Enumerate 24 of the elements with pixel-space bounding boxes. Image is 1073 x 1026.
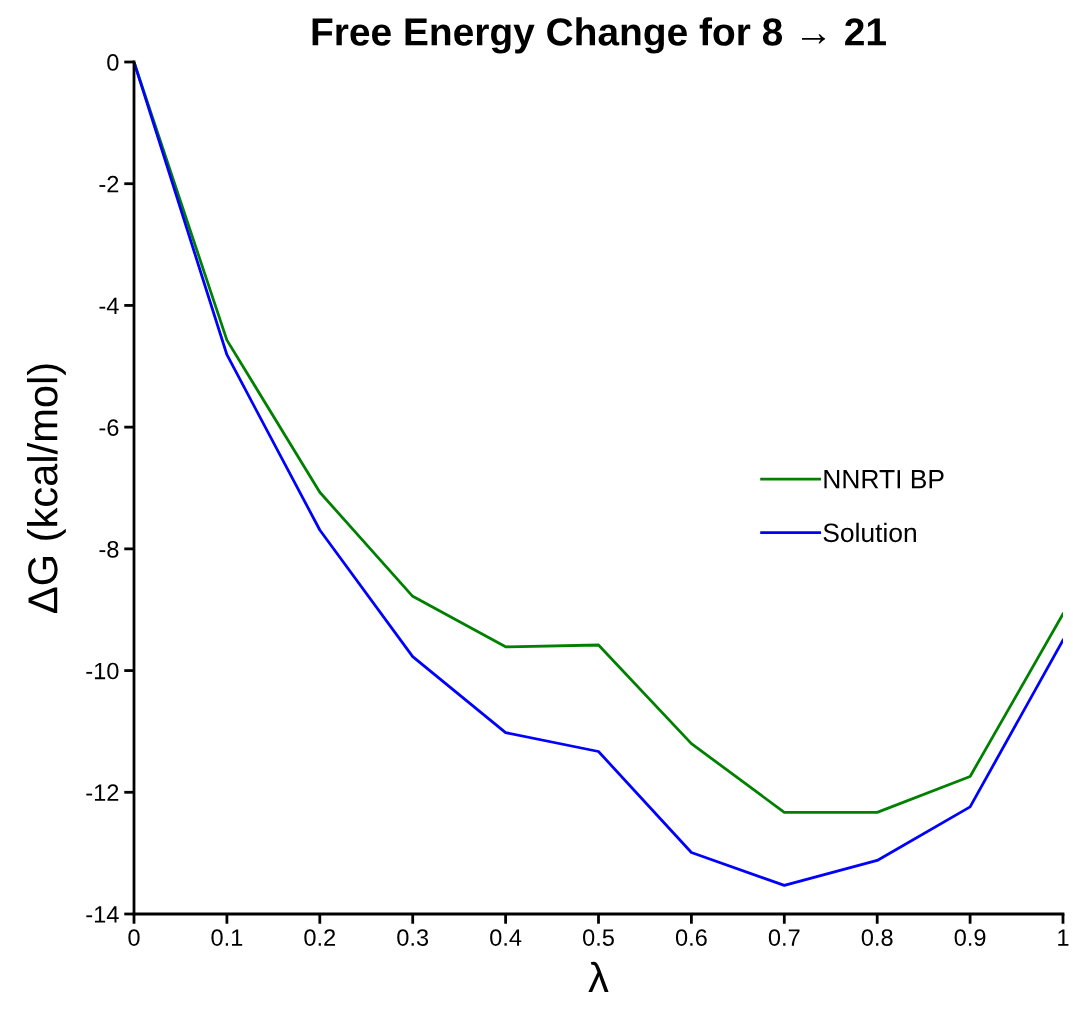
chart-title: Free Energy Change for 8 → 21 bbox=[312, 17, 886, 54]
y-tick-label: -8 bbox=[99, 540, 119, 558]
x-tick-label: 0 bbox=[128, 929, 140, 946]
x-axis-title: λ bbox=[588, 961, 609, 992]
y-tick-label: -4 bbox=[99, 297, 119, 314]
y-axis-title: ΔG (kcal/mol) bbox=[27, 364, 66, 613]
y-tick-label: -14 bbox=[86, 906, 119, 923]
x-tick-label: 0.5 bbox=[583, 929, 614, 946]
y-tick-label: -6 bbox=[99, 419, 119, 436]
x-tick-label: 0.4 bbox=[490, 929, 522, 946]
y-tick-label: -2 bbox=[99, 175, 119, 193]
x-tick-label: 1 bbox=[1058, 929, 1069, 946]
x-tick-label: 0.6 bbox=[675, 929, 707, 946]
y-tick-label: -10 bbox=[86, 662, 119, 680]
x-tick-label: 0.3 bbox=[397, 929, 429, 946]
legend-label: NNRTI BP bbox=[824, 470, 944, 489]
x-tick-label: 0.1 bbox=[211, 929, 243, 946]
legend-label: Solution bbox=[823, 522, 916, 543]
y-tick-label: 0 bbox=[107, 54, 119, 71]
x-tick-label: 0.7 bbox=[768, 929, 800, 946]
y-tick-label: -12 bbox=[86, 784, 119, 801]
x-tick-label: 0.8 bbox=[861, 929, 893, 946]
x-tick-label: 0.9 bbox=[954, 929, 986, 946]
x-tick-label: 0.2 bbox=[304, 929, 336, 946]
